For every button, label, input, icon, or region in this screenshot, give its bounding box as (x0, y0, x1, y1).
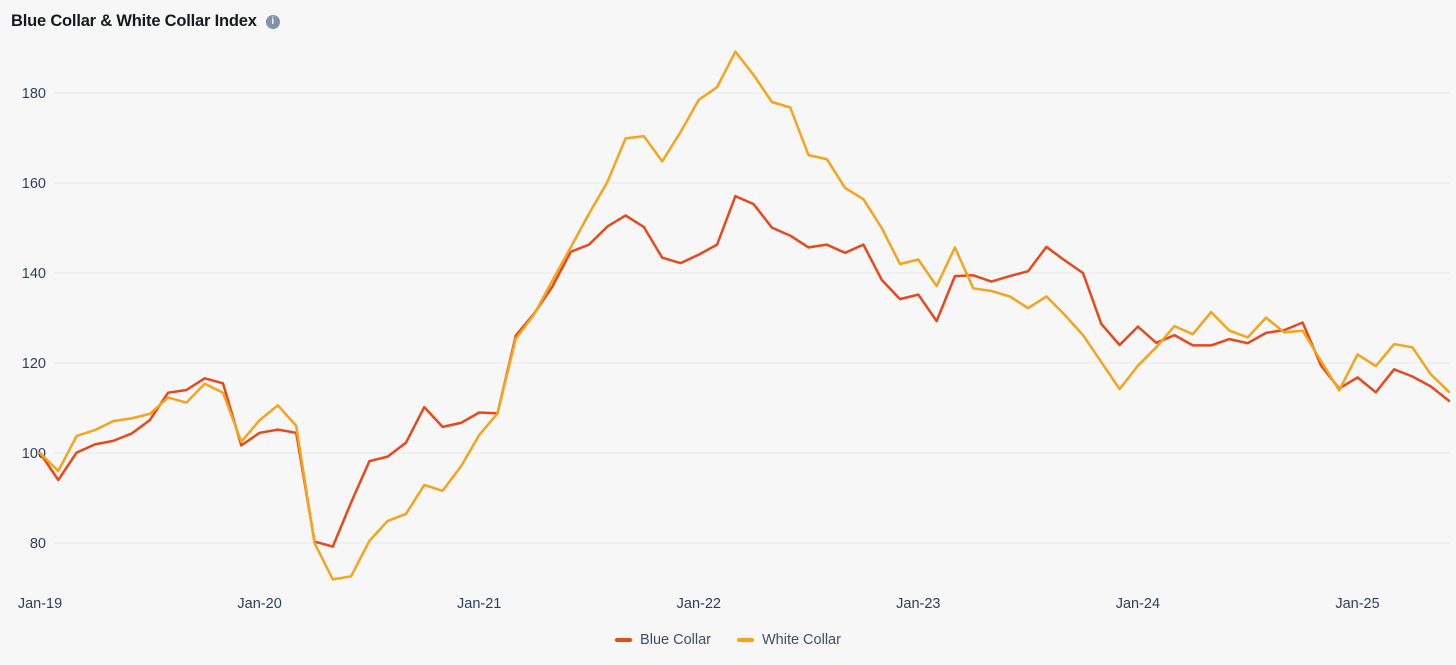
y-tick-label: 100 (22, 446, 46, 462)
x-tick-label: Jan-24 (1116, 596, 1160, 612)
x-tick-label: Jan-22 (677, 596, 721, 612)
blue-collar-line[interactable] (38, 194, 1451, 548)
chart-title: Blue Collar & White Collar Index (11, 12, 257, 30)
chart-legend: Blue Collar White Collar (0, 632, 1456, 648)
y-tick-label: 120 (22, 356, 46, 372)
legend-label: White Collar (761, 632, 841, 648)
x-tick-label: Jan-25 (1335, 596, 1379, 612)
y-tick-label: 140 (22, 266, 46, 282)
white-collar-line[interactable] (38, 50, 1451, 581)
legend-item-white-collar[interactable]: White Collar (736, 632, 841, 648)
x-tick-label: Jan-19 (18, 596, 62, 612)
x-tick-label: Jan-20 (237, 596, 281, 612)
y-tick-label: 180 (22, 86, 46, 102)
legend-item-blue-collar[interactable]: Blue Collar (615, 632, 711, 648)
y-tick-label: 160 (22, 176, 46, 192)
legend-label: Blue Collar (640, 632, 711, 648)
white-collar-swatch (736, 637, 754, 643)
x-tick-label: Jan-23 (896, 596, 940, 612)
y-tick-label: 80 (30, 536, 46, 552)
blue-collar-swatch (615, 637, 633, 643)
info-icon[interactable]: i (265, 14, 280, 29)
x-tick-label: Jan-21 (457, 596, 501, 612)
chart-header: Blue Collar & White Collar Index i (11, 12, 280, 31)
